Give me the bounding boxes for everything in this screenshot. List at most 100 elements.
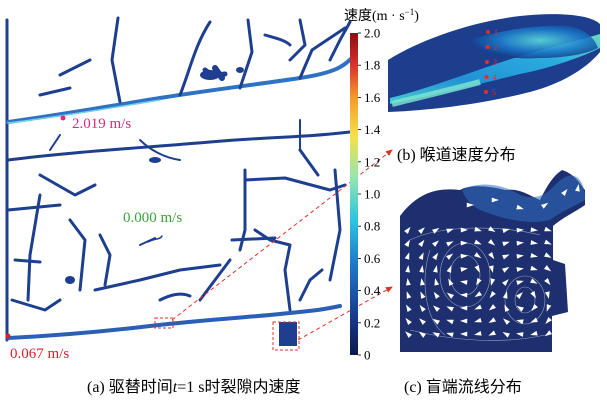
velocity-arrow (446, 306, 454, 312)
velocity-arrows (404, 184, 580, 338)
velocity-arrow (406, 278, 411, 286)
zero-velocity-label: 0.000 m/s (123, 210, 182, 226)
velocity-arrow (544, 239, 552, 245)
velocity-arrow (405, 304, 412, 312)
velocity-arrow (446, 332, 454, 338)
velocity-arrow (460, 331, 468, 337)
velocity-arrow (516, 267, 524, 272)
colorbar-title: 速度(m · s−1) (344, 7, 419, 24)
velocity-arrow (502, 254, 510, 260)
velocity-arrow (446, 292, 454, 299)
velocity-arrow (446, 253, 454, 260)
throat-point-label: 3 (493, 58, 497, 67)
velocity-arrow (516, 319, 524, 325)
velocity-arrow (530, 265, 538, 271)
caption-a: (a) 驱替时间t=1 s时裂隙内速度 (87, 378, 300, 396)
fracture-main-bottom (6, 304, 342, 340)
velocity-arrow (418, 239, 425, 247)
max-velocity-label: 2.019 m/s (72, 116, 131, 132)
velocity-arrow (575, 184, 580, 192)
velocity-arrow (406, 291, 412, 299)
velocity-arrow (544, 278, 551, 286)
velocity-arrow (503, 318, 510, 325)
velocity-arrow (419, 265, 424, 273)
throat-point-label: 2 (494, 43, 498, 52)
throat-point-marker (485, 45, 490, 49)
velocity-arrow (490, 278, 496, 286)
colorbar: 速度(m · s−1) 2.0 1.8 1.6 1.4 1.2 1.0 0.8 0.6 0.4 0… (344, 7, 419, 363)
velocity-arrow (502, 279, 509, 286)
throat-point-label: 4 (493, 73, 497, 82)
velocity-arrow (434, 278, 440, 286)
velocity-arrow (474, 304, 482, 310)
velocity-arrow (420, 278, 425, 286)
velocity-arrow (405, 331, 412, 338)
colorbar-ticks: 2.0 1.8 1.6 1.4 1.2 1.0 0.8 0.6 0.4 0.2 0 (358, 26, 381, 363)
panel-a-fracture-network (5, 16, 354, 346)
fracture-main-top (6, 56, 354, 124)
panel-b-throat-velocity: 1 2 3 4 5 (388, 14, 600, 112)
min-velocity-label: 0.067 m/s (10, 346, 69, 362)
velocity-arrow (418, 331, 426, 338)
velocity-arrow (516, 240, 524, 246)
velocity-arrow (432, 252, 439, 260)
velocity-arrow (446, 265, 452, 273)
colorbar-tick-label: 1.8 (364, 58, 380, 73)
dead-end-leader-arrow (297, 286, 393, 341)
velocity-arrow (516, 280, 524, 286)
colorbar-tick-label: 0.8 (364, 219, 380, 234)
colorbar-tick-label: 0.4 (364, 283, 381, 298)
velocity-arrow (432, 227, 440, 234)
colorbar-tick-label: 1.0 (364, 187, 380, 202)
velocity-arrow (488, 317, 496, 324)
velocity-arrow (460, 227, 468, 233)
velocity-arrow (502, 241, 510, 247)
colorbar-tick-label: 0.2 (364, 315, 380, 330)
velocity-arrow (541, 202, 549, 209)
velocity-arrow (404, 226, 411, 234)
velocity-arrow (488, 304, 496, 311)
velocity-arrow (432, 318, 440, 325)
velocity-arrow (405, 317, 412, 325)
velocity-arrow (491, 197, 499, 203)
max-velocity-marker (60, 115, 66, 121)
colorbar-tick-label: 1.2 (364, 154, 380, 169)
velocity-arrow (530, 330, 538, 336)
velocity-arrow (502, 228, 510, 234)
velocity-arrow (404, 252, 410, 260)
velocity-arrow (460, 318, 468, 324)
panel-c-dead-end-streamlines (400, 170, 585, 352)
velocity-arrow (544, 330, 552, 337)
velocity-arrow (544, 252, 552, 258)
velocity-arrow (418, 227, 425, 234)
velocity-arrow (502, 291, 508, 299)
colorbar-tick-label: 0.6 (364, 251, 381, 266)
velocity-arrow (531, 304, 538, 311)
dead-end-zoom-box (272, 321, 300, 351)
velocity-arrow (516, 204, 524, 210)
velocity-arrow (420, 291, 426, 299)
velocity-arrow (516, 332, 524, 337)
colorbar-gradient-bar (350, 33, 358, 355)
throat-point-marker (484, 90, 488, 94)
velocity-arrow (474, 226, 482, 232)
velocity-arrow (489, 291, 496, 299)
throat-point-label: 1 (494, 28, 498, 37)
colorbar-tick-label: 0 (364, 348, 371, 363)
velocity-arrow (433, 265, 438, 273)
velocity-arrow (476, 278, 482, 286)
velocity-arrow (516, 292, 523, 299)
throat-point-marker (486, 30, 490, 34)
velocity-arrow (544, 291, 550, 299)
colorbar-tick-label: 2.0 (364, 26, 380, 41)
velocity-arrow (516, 305, 524, 312)
min-velocity-marker (5, 333, 11, 339)
throat-point-marker (484, 75, 489, 79)
velocity-arrow (488, 330, 496, 336)
velocity-arrow (460, 292, 468, 298)
velocity-arrow (446, 241, 454, 247)
velocity-arrow (418, 252, 424, 260)
velocity-arrow (502, 332, 510, 338)
velocity-arrow (474, 317, 482, 323)
velocity-arrow (530, 227, 538, 232)
